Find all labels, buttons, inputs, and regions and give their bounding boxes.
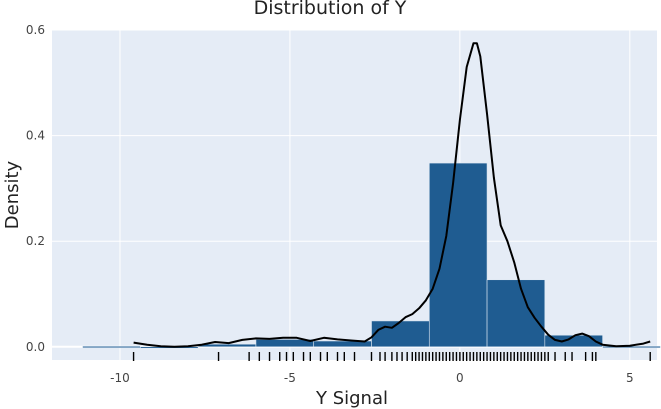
- plot-background: [52, 30, 657, 360]
- x-axis-title: Y Signal: [315, 388, 388, 409]
- y-tick-label: 0.0: [26, 340, 45, 354]
- x-tick-label: -5: [284, 371, 296, 385]
- y-tick-label: 0.6: [26, 23, 45, 37]
- histogram-bar: [82, 345, 141, 349]
- kde-curve: [133, 42, 651, 348]
- histogram-bar: [486, 279, 546, 348]
- y-tick-label: 0.2: [26, 234, 45, 248]
- chart-title: Distribution of Y: [254, 0, 407, 19]
- tick-labels: -10 -5 0 5 0.0 0.2 0.4 0.6: [26, 23, 634, 385]
- rug-marks: [132, 352, 651, 361]
- x-tick-label: 5: [626, 371, 634, 385]
- x-tick-label: 0: [456, 371, 464, 385]
- y-tick-label: 0.4: [26, 129, 45, 143]
- x-tick-label: -10: [110, 371, 130, 385]
- y-axis-title: Density: [2, 160, 23, 229]
- histogram-bar: [428, 162, 488, 348]
- kde-curve-group: [133, 42, 651, 348]
- histogram-bar: [371, 320, 430, 348]
- histogram-bars: [82, 162, 661, 349]
